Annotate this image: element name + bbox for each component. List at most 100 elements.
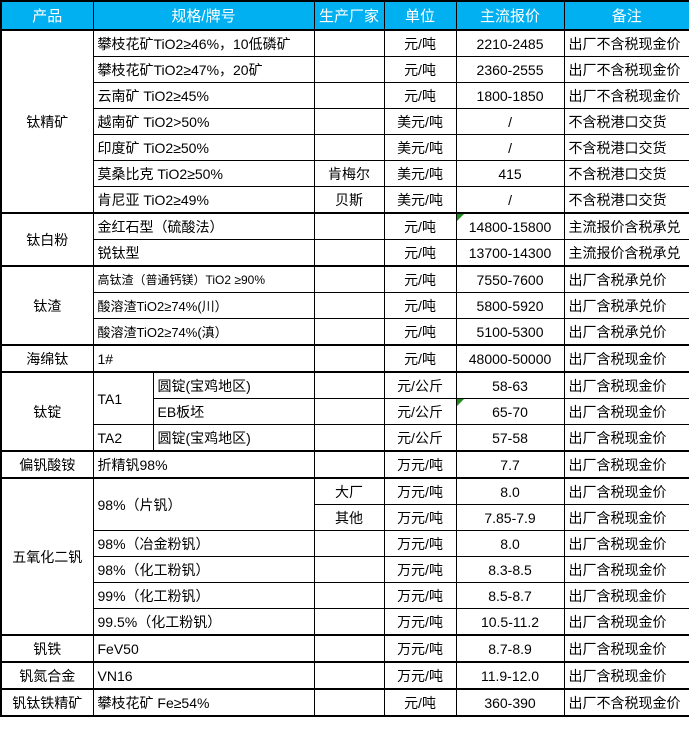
- maker-cell[interactable]: 肯梅尔: [313, 160, 385, 187]
- spec-cell[interactable]: 98%（冶金粉钒）: [92, 530, 315, 557]
- note-cell[interactable]: 出厂含税现金价: [563, 371, 689, 399]
- note-cell[interactable]: 主流报价含税承兑: [563, 239, 689, 267]
- note-cell[interactable]: 出厂不含税现金价: [563, 688, 689, 717]
- price-cell[interactable]: 415: [455, 160, 565, 187]
- unit-cell[interactable]: 元/公斤: [383, 424, 457, 452]
- grade-cell[interactable]: TA1: [92, 371, 154, 425]
- price-cell[interactable]: 65-70: [455, 398, 565, 425]
- price-cell[interactable]: 8.0: [455, 530, 565, 557]
- spec-cell[interactable]: 98%（片钒）: [92, 477, 315, 531]
- col-header-unit[interactable]: 单位: [383, 0, 457, 31]
- note-cell[interactable]: 主流报价含税承兑: [563, 212, 689, 240]
- maker-cell[interactable]: [313, 450, 385, 479]
- price-cell[interactable]: 58-63: [455, 371, 565, 399]
- note-cell[interactable]: 不含税港口交货: [563, 108, 689, 135]
- shape-cell[interactable]: 圆锭(宝鸡地区): [152, 371, 315, 399]
- maker-cell[interactable]: [313, 108, 385, 135]
- note-cell[interactable]: 出厂含税现金价: [563, 582, 689, 609]
- maker-cell[interactable]: 其他: [313, 504, 385, 531]
- note-cell[interactable]: 出厂含税现金价: [563, 556, 689, 583]
- maker-cell[interactable]: [313, 608, 385, 636]
- unit-cell[interactable]: 万元/吨: [383, 582, 457, 609]
- price-cell[interactable]: 7550-7600: [455, 265, 565, 293]
- price-cell[interactable]: 8.0: [455, 477, 565, 505]
- unit-cell[interactable]: 元/吨: [383, 56, 457, 83]
- unit-cell[interactable]: 元/吨: [383, 292, 457, 319]
- maker-cell[interactable]: [313, 530, 385, 557]
- maker-cell[interactable]: [313, 424, 385, 452]
- note-cell[interactable]: 出厂不含税现金价: [563, 82, 689, 109]
- maker-cell[interactable]: [313, 318, 385, 346]
- maker-cell[interactable]: 贝斯: [313, 186, 385, 214]
- note-cell[interactable]: 出厂不含税现金价: [563, 56, 689, 83]
- product-cell[interactable]: 钒铁: [0, 634, 94, 663]
- maker-cell[interactable]: 大厂: [313, 477, 385, 505]
- price-cell[interactable]: 7.7: [455, 450, 565, 479]
- price-cell[interactable]: 10.5-11.2: [455, 608, 565, 636]
- price-cell[interactable]: 5100-5300: [455, 318, 565, 346]
- col-header-spec[interactable]: 规格/牌号: [92, 0, 315, 31]
- product-cell[interactable]: 偏钒酸铵: [0, 450, 94, 479]
- note-cell[interactable]: 出厂含税承兑价: [563, 265, 689, 293]
- maker-cell[interactable]: [313, 56, 385, 83]
- product-cell[interactable]: 五氧化二钒: [0, 477, 94, 636]
- price-cell[interactable]: 14800-15800: [455, 212, 565, 240]
- maker-cell[interactable]: [313, 556, 385, 583]
- maker-cell[interactable]: [313, 661, 385, 690]
- spec-cell[interactable]: 99%（化工粉钒）: [92, 582, 315, 609]
- spec-cell[interactable]: 攀枝花矿 Fe≥54%: [92, 688, 315, 717]
- maker-cell[interactable]: [313, 212, 385, 240]
- price-cell[interactable]: 13700-14300: [455, 239, 565, 267]
- note-cell[interactable]: 出厂不含税现金价: [563, 29, 689, 57]
- note-cell[interactable]: 出厂含税现金价: [563, 530, 689, 557]
- note-cell[interactable]: 出厂含税现金价: [563, 634, 689, 663]
- maker-cell[interactable]: [313, 582, 385, 609]
- price-cell[interactable]: /: [455, 134, 565, 161]
- col-header-maker[interactable]: 生产厂家: [313, 0, 385, 31]
- note-cell[interactable]: 不含税港口交货: [563, 160, 689, 187]
- maker-cell[interactable]: [313, 82, 385, 109]
- spec-cell[interactable]: 金红石型（硫酸法）: [92, 212, 315, 240]
- product-cell[interactable]: 钛精矿: [0, 29, 94, 214]
- product-cell[interactable]: 钛锭: [0, 371, 94, 452]
- col-header-product[interactable]: 产品: [0, 0, 94, 31]
- price-cell[interactable]: 360-390: [455, 688, 565, 717]
- maker-cell[interactable]: [313, 344, 385, 373]
- spec-cell[interactable]: 锐钛型: [92, 239, 315, 267]
- price-cell[interactable]: 57-58: [455, 424, 565, 452]
- price-cell[interactable]: 8.7-8.9: [455, 634, 565, 663]
- spec-cell[interactable]: 高钛渣（普通钙镁）TiO2 ≥90%: [92, 265, 315, 293]
- price-cell[interactable]: 2360-2555: [455, 56, 565, 83]
- product-cell[interactable]: 钒氮合金: [0, 661, 94, 690]
- price-cell[interactable]: 8.3-8.5: [455, 556, 565, 583]
- note-cell[interactable]: 出厂含税现金价: [563, 450, 689, 479]
- grade-cell[interactable]: TA2: [92, 424, 154, 452]
- price-cell[interactable]: 8.5-8.7: [455, 582, 565, 609]
- unit-cell[interactable]: 万元/吨: [383, 477, 457, 505]
- note-cell[interactable]: 出厂含税现金价: [563, 398, 689, 425]
- price-cell[interactable]: 5800-5920: [455, 292, 565, 319]
- maker-cell[interactable]: [313, 134, 385, 161]
- spec-cell[interactable]: 越南矿 TiO2>50%: [92, 108, 315, 135]
- unit-cell[interactable]: 元/公斤: [383, 371, 457, 399]
- price-cell[interactable]: 11.9-12.0: [455, 661, 565, 690]
- note-cell[interactable]: 出厂含税现金价: [563, 344, 689, 373]
- maker-cell[interactable]: [313, 292, 385, 319]
- unit-cell[interactable]: 元/吨: [383, 688, 457, 717]
- unit-cell[interactable]: 万元/吨: [383, 608, 457, 636]
- maker-cell[interactable]: [313, 371, 385, 399]
- unit-cell[interactable]: 元/吨: [383, 344, 457, 373]
- unit-cell[interactable]: 元/吨: [383, 82, 457, 109]
- note-cell[interactable]: 出厂含税现金价: [563, 504, 689, 531]
- maker-cell[interactable]: [313, 634, 385, 663]
- note-cell[interactable]: 不含税港口交货: [563, 134, 689, 161]
- note-cell[interactable]: 不含税港口交货: [563, 186, 689, 214]
- shape-cell[interactable]: 圆锭(宝鸡地区): [152, 424, 315, 452]
- spec-cell[interactable]: 酸溶渣TiO2≥74%(滇）: [92, 318, 315, 346]
- price-cell[interactable]: /: [455, 108, 565, 135]
- unit-cell[interactable]: 元/吨: [383, 212, 457, 240]
- col-header-note[interactable]: 备注: [563, 0, 689, 31]
- spec-cell[interactable]: 1#: [92, 344, 315, 373]
- maker-cell[interactable]: [313, 265, 385, 293]
- price-cell[interactable]: 2210-2485: [455, 29, 565, 57]
